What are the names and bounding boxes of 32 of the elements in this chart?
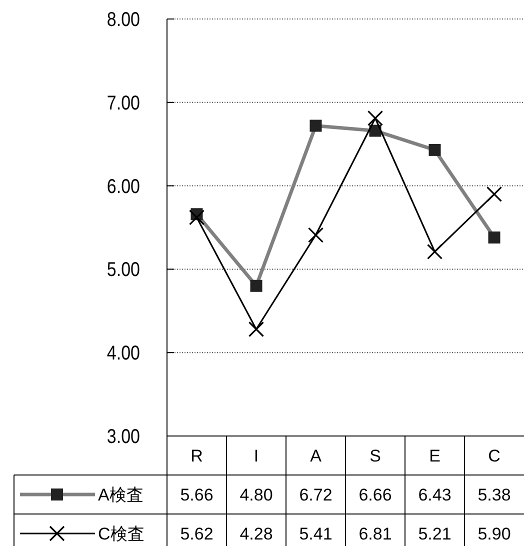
x-tick-label: E	[429, 446, 440, 466]
x-tick-label: C	[488, 446, 500, 466]
y-tick-label: 5.00	[106, 258, 140, 281]
data-label: 5.21	[418, 524, 452, 544]
point	[248, 321, 264, 338]
y-tick-label: 4.00	[106, 341, 140, 364]
data-label: 5.62	[180, 524, 214, 544]
legend-label: C検査	[98, 524, 144, 544]
x-tick-label: S	[370, 446, 381, 466]
data-label: 6.81	[358, 524, 392, 544]
point	[188, 210, 205, 226]
point	[367, 110, 384, 126]
point	[486, 186, 502, 202]
y-tick-label: 6.00	[106, 174, 140, 198]
point	[426, 244, 443, 260]
data-label: 6.72	[299, 485, 332, 504]
y-tick-label: 8.00	[106, 8, 140, 30]
x-tick-label: I	[254, 446, 259, 466]
legend-label: A検査	[98, 485, 144, 504]
data-label: 5.41	[299, 524, 332, 544]
x-tick-label: A	[310, 446, 322, 466]
data-label: 5.66	[180, 485, 214, 504]
y-tick-label: 3.00	[106, 424, 140, 448]
data-label: 5.90	[478, 524, 511, 544]
data-label: 6.66	[358, 485, 392, 504]
x-tick-label: R	[190, 446, 203, 466]
data-label: 4.28	[240, 524, 273, 544]
y-tick-label: 7.00	[106, 91, 140, 114]
point	[308, 227, 324, 243]
data-label: 5.38	[478, 485, 511, 504]
data-label: 6.43	[418, 485, 452, 504]
data-label: 4.80	[240, 485, 273, 504]
